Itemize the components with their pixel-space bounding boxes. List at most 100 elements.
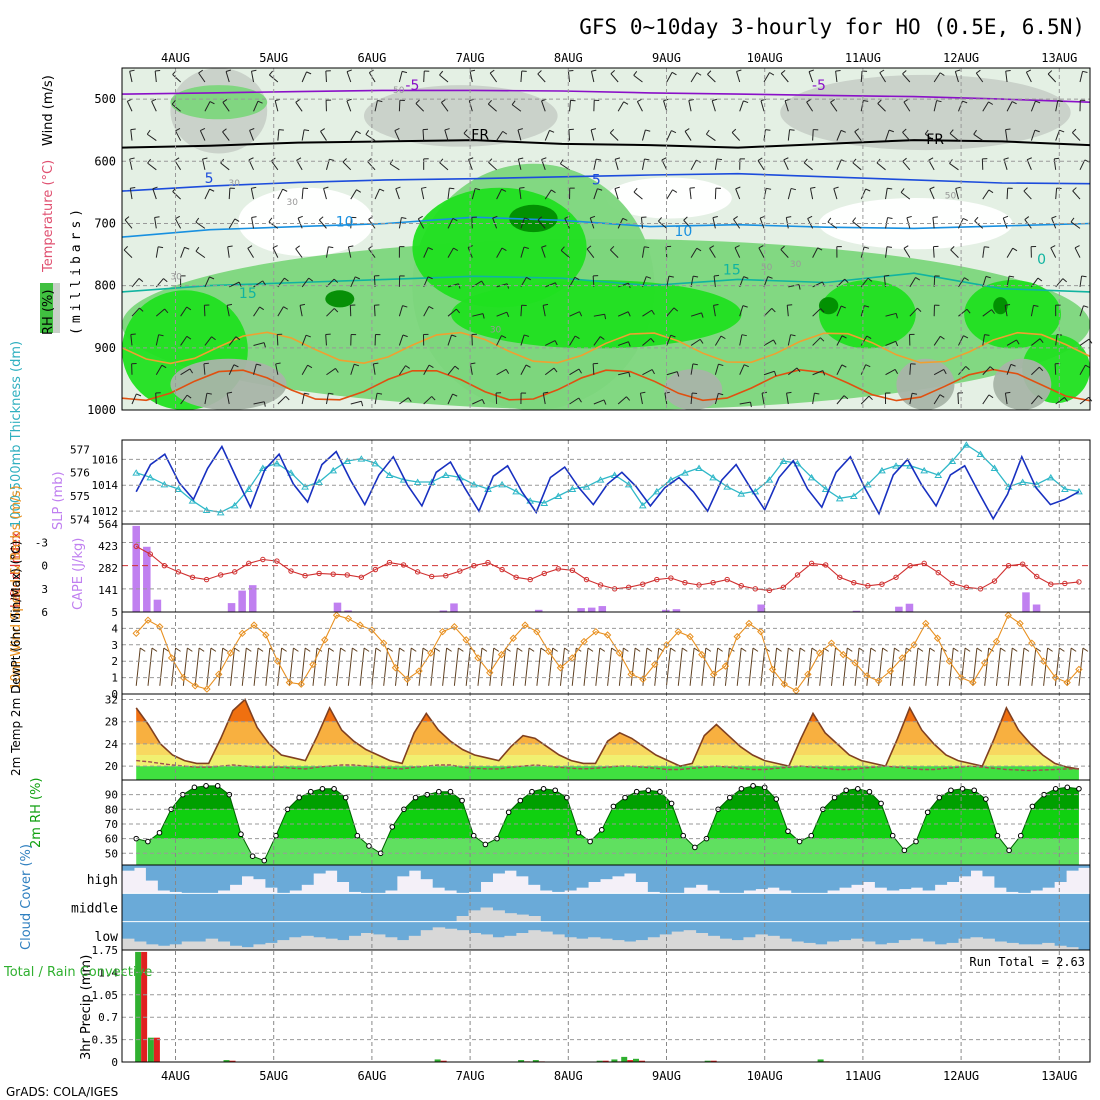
wind-barb bbox=[810, 186, 816, 189]
thickness-point bbox=[779, 457, 788, 464]
low-cloud-bar bbox=[862, 941, 876, 950]
pressure-tick: 1000 bbox=[87, 403, 116, 417]
wind-barb bbox=[1050, 245, 1056, 249]
wind-speed-point bbox=[427, 649, 435, 657]
wind-speed-point bbox=[874, 677, 883, 685]
rh-region bbox=[170, 85, 268, 120]
wind-barb bbox=[124, 219, 133, 229]
rh2m-point bbox=[913, 838, 919, 845]
rh2m-point bbox=[948, 787, 954, 794]
wind-barb bbox=[955, 188, 959, 200]
rh-region bbox=[170, 358, 287, 410]
wind-speed-point bbox=[285, 678, 294, 687]
wind-barb bbox=[268, 217, 273, 223]
wind-barb bbox=[542, 393, 546, 405]
wind-barb bbox=[517, 128, 523, 131]
high-cloud-bar bbox=[253, 865, 266, 880]
thickness-point bbox=[244, 485, 253, 492]
wind-barb bbox=[646, 276, 652, 279]
wind-barb bbox=[911, 392, 918, 395]
wind-barb bbox=[982, 189, 990, 200]
wind-speed-point bbox=[933, 634, 942, 642]
wind-barb bbox=[320, 128, 325, 132]
wind-barb bbox=[1026, 69, 1032, 73]
wind-barb bbox=[374, 188, 380, 200]
low-cloud-bar bbox=[349, 935, 362, 950]
wind-barb bbox=[1025, 71, 1032, 83]
wind-barb bbox=[763, 370, 775, 376]
wind-barb bbox=[627, 311, 631, 317]
wind-barb bbox=[988, 189, 994, 194]
wind-barb bbox=[554, 282, 558, 288]
lifted-index-point bbox=[991, 578, 998, 584]
wind-barb bbox=[247, 248, 254, 258]
wind-barb bbox=[765, 129, 771, 131]
lifted-index-line bbox=[135, 545, 1079, 591]
wind-barb bbox=[658, 220, 668, 229]
wind-barb-10m bbox=[776, 647, 782, 652]
wind-barb-10m bbox=[293, 647, 299, 652]
lifted-index-point bbox=[1034, 573, 1040, 580]
precip-convective-bar bbox=[627, 1060, 634, 1062]
middle-cloud-bar bbox=[480, 907, 493, 922]
rh-region bbox=[964, 280, 1061, 349]
wind-barb-10m bbox=[1035, 647, 1042, 652]
precip-total-bar bbox=[611, 1059, 618, 1062]
date-tick-top: 8AUG bbox=[554, 51, 583, 65]
low-cloud-bar bbox=[671, 931, 685, 950]
wind-barb-10m bbox=[807, 648, 813, 686]
wind-barb bbox=[180, 394, 188, 405]
slp-axis-label: SLP (mb) bbox=[51, 471, 66, 530]
wind-barb bbox=[683, 219, 692, 229]
rh2m-tick: 60 bbox=[105, 833, 118, 846]
wind-barb-10m bbox=[528, 647, 535, 652]
wind-barb bbox=[155, 334, 160, 346]
wind-speed-point bbox=[533, 627, 541, 636]
wind-barb-10m bbox=[198, 647, 205, 652]
date-tick-bottom: 12AUG bbox=[943, 1069, 979, 1083]
wind-barb bbox=[1082, 70, 1088, 73]
wind-barb-10m bbox=[210, 647, 217, 652]
high-cloud-bar bbox=[1006, 865, 1019, 892]
wind-barb bbox=[895, 341, 899, 347]
rh2m-point bbox=[156, 829, 163, 836]
wind-barb bbox=[902, 70, 907, 75]
high-cloud-bar bbox=[133, 865, 147, 868]
wind-barb bbox=[304, 392, 310, 395]
wind-barb bbox=[690, 72, 698, 83]
lifted-index-point bbox=[822, 562, 829, 568]
wind-barb bbox=[690, 159, 697, 171]
date-tick-bottom: 13AUG bbox=[1041, 1069, 1077, 1083]
wind-barb bbox=[991, 309, 995, 314]
wind-barb bbox=[320, 131, 327, 141]
thickness-point bbox=[681, 469, 689, 476]
wind-barb bbox=[569, 335, 576, 346]
wind-speed-point bbox=[509, 634, 518, 642]
wind-barb bbox=[147, 158, 152, 164]
wind-barb bbox=[709, 245, 715, 249]
wind-barb bbox=[906, 215, 912, 219]
wind-barb bbox=[1030, 100, 1036, 112]
wind-barb bbox=[966, 308, 971, 314]
wind-barb bbox=[1055, 100, 1059, 112]
lifted-index-point bbox=[316, 570, 322, 577]
wind-barb bbox=[707, 74, 716, 83]
wind-barb bbox=[542, 305, 546, 317]
wind-barb bbox=[1024, 216, 1030, 220]
lifted-index-point bbox=[513, 574, 519, 580]
contour-label: 10 bbox=[675, 224, 693, 240]
high-cloud-bar bbox=[659, 865, 673, 894]
wind-barb-10m bbox=[642, 648, 648, 686]
wind-barb bbox=[940, 335, 945, 340]
wind-barb bbox=[407, 397, 412, 403]
wind-barb bbox=[295, 245, 301, 250]
wind-barb bbox=[146, 129, 151, 135]
wind-barb bbox=[222, 102, 230, 112]
wind-barb bbox=[520, 364, 527, 375]
low-cloud-bar bbox=[205, 938, 219, 950]
temp-tick: 20 bbox=[105, 760, 118, 773]
wind-barb bbox=[803, 162, 813, 171]
rh2m-point bbox=[901, 847, 908, 854]
wind-barb bbox=[545, 340, 556, 346]
wind-barb bbox=[579, 311, 583, 317]
